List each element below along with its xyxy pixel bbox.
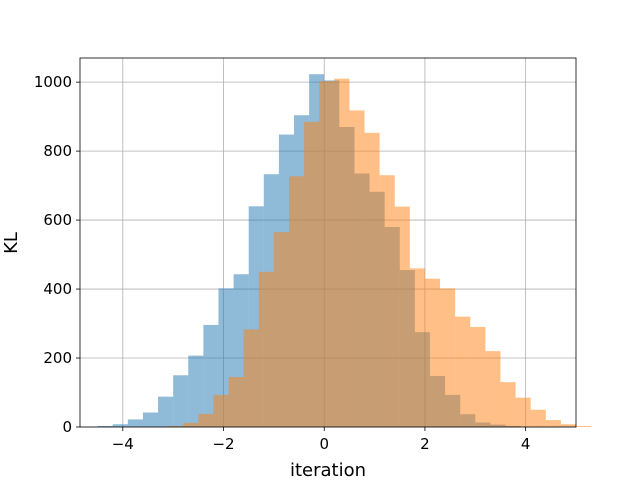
histogram-bar [168, 425, 184, 427]
x-axis-ticks: −4 −2 0 2 4 [112, 427, 531, 453]
histogram-bars [97, 74, 592, 428]
histogram-bar [576, 425, 592, 427]
histogram-bar [394, 206, 410, 427]
histogram-bar [213, 394, 229, 427]
histogram-bar [183, 422, 199, 427]
y-axis-label: KL [1, 232, 22, 254]
histogram-bar [530, 409, 546, 427]
histogram-bar [288, 176, 305, 427]
histogram-bar [379, 175, 395, 427]
x-tick-label: −2 [212, 435, 234, 453]
histogram-bar [515, 397, 531, 427]
histogram-bar [319, 81, 335, 428]
histogram-bar [470, 326, 486, 427]
plot-frame [79, 57, 577, 428]
histogram-bar [545, 420, 561, 427]
y-tick-label: 1000 [34, 73, 72, 91]
histogram-bar [273, 232, 289, 427]
histogram-bar [500, 382, 516, 427]
histogram-bar [198, 413, 214, 427]
y-axis-ticks: 0 200 400 600 800 1000 [34, 73, 80, 436]
y-tick-label: 800 [43, 142, 72, 160]
histogram-bar [142, 412, 159, 427]
histogram-bar [97, 425, 113, 427]
y-tick-label: 400 [43, 280, 72, 298]
x-tick-label: 0 [319, 435, 329, 453]
histogram-bar [112, 424, 128, 427]
histogram-bar [228, 376, 244, 427]
x-axis-label: iteration [290, 460, 366, 480]
histogram-bar [304, 121, 320, 427]
histogram-bar [364, 132, 380, 427]
histogram-bar [485, 351, 501, 427]
histogram-bar [173, 375, 189, 427]
histogram-bar [243, 329, 259, 427]
histogram-bar [188, 355, 204, 427]
histogram-bar [455, 316, 471, 427]
histogram-bar [440, 288, 456, 427]
histogram-bar [409, 268, 425, 427]
histogram-bar [424, 278, 441, 427]
histogram-bar [158, 396, 174, 427]
y-tick-label: 200 [43, 349, 72, 367]
y-tick-label: 0 [62, 418, 72, 436]
histogram-bar [334, 78, 350, 427]
histogram-bar [560, 424, 576, 427]
histogram-bar [349, 110, 365, 427]
y-tick-label: 600 [43, 211, 72, 229]
histogram-bar [258, 271, 274, 427]
x-tick-label: 4 [521, 435, 531, 453]
x-tick-label: 2 [420, 435, 430, 453]
histogram-bar [127, 419, 143, 427]
x-tick-label: −4 [112, 435, 134, 453]
